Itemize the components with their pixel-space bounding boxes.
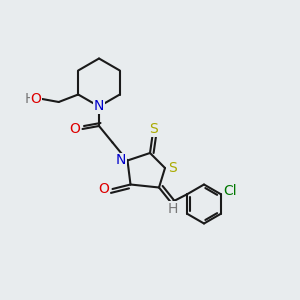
Text: Cl: Cl — [223, 184, 237, 198]
Text: O: O — [31, 92, 42, 106]
Text: S: S — [169, 161, 177, 175]
Text: N: N — [94, 100, 104, 113]
Text: O: O — [69, 122, 80, 136]
Text: N: N — [116, 154, 126, 167]
Text: H: H — [167, 202, 178, 216]
Text: S: S — [148, 122, 158, 136]
Text: H: H — [24, 92, 35, 106]
Text: O: O — [99, 182, 110, 196]
